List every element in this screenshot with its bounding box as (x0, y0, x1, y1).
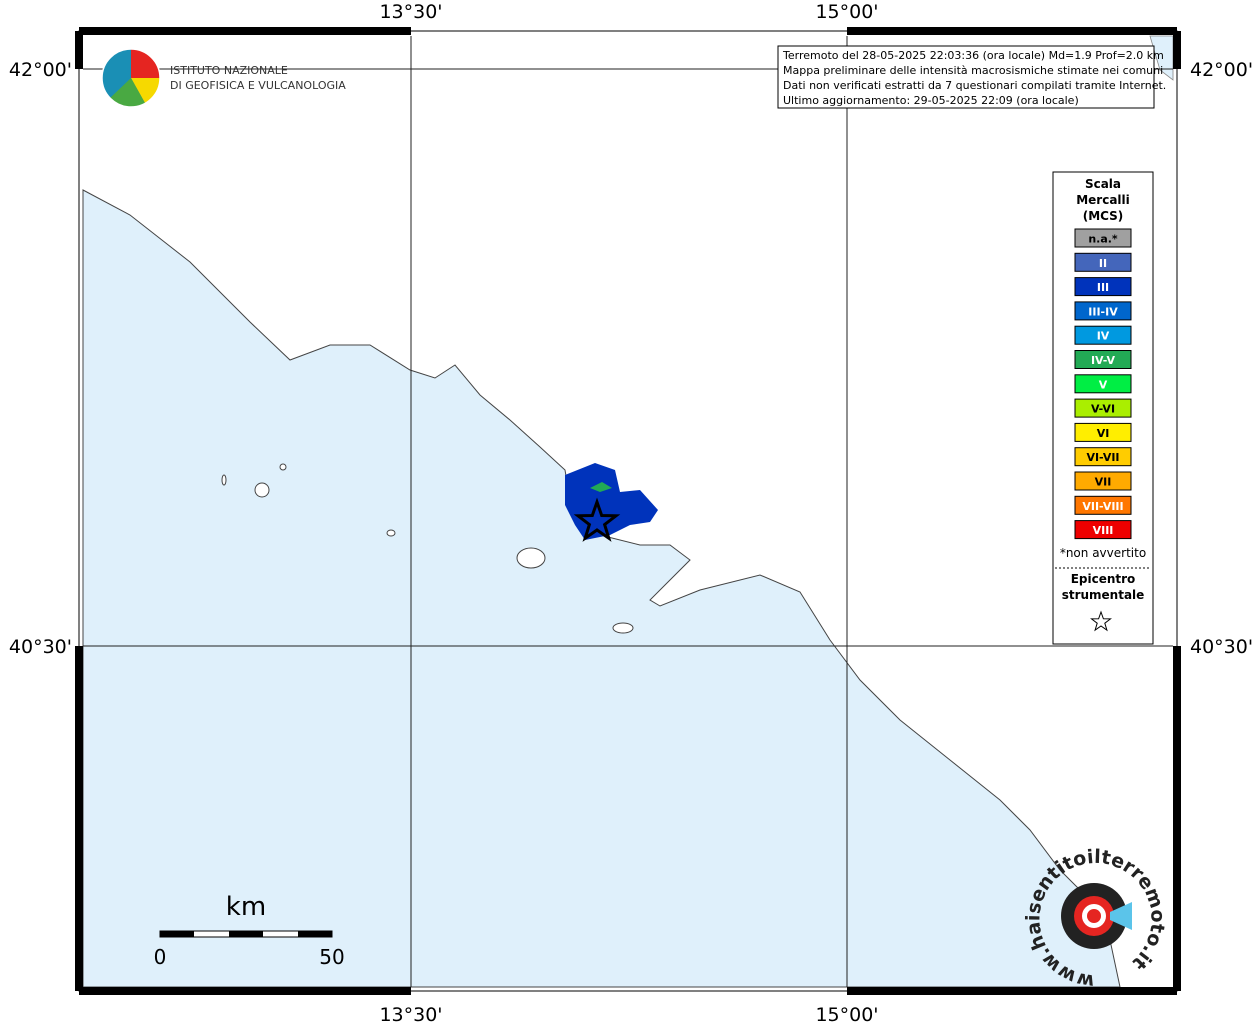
legend-title: Mercalli (1076, 193, 1130, 207)
info-line: Terremoto del 28-05-2025 22:03:36 (ora l… (782, 49, 1164, 62)
legend-label: IV (1097, 330, 1110, 343)
legend: Scala Mercalli (MCS) *non avvertito Epic… (1052, 171, 1154, 645)
longitude-label: 13°30' (379, 1, 442, 23)
legend-epicenter-symbol (1090, 610, 1112, 632)
island (221, 474, 227, 486)
legend-swatch (1074, 325, 1132, 345)
legend-swatch (1074, 228, 1132, 248)
legend-swatch (1074, 398, 1132, 418)
scale-label: 50 (319, 945, 344, 969)
legend-swatch (1074, 301, 1132, 321)
scale-unit: km (226, 892, 266, 922)
legend-note: *non avvertito (1060, 546, 1146, 560)
legend-swatch (1074, 374, 1132, 394)
legend-swatch (1074, 471, 1132, 491)
latitude-label: 42°00' (1190, 59, 1253, 81)
island (279, 463, 287, 471)
scale-bar: km 0 50 (154, 892, 345, 969)
intensity-area (565, 463, 658, 540)
island (386, 529, 396, 537)
longitude-label: 15°00' (815, 1004, 878, 1024)
legend-swatch (1074, 422, 1132, 442)
legend-title: Scala (1085, 177, 1121, 191)
legend-epicenter: Epicentro (1071, 572, 1136, 586)
legend-label: VII-VIII (1082, 500, 1123, 513)
latitude-label: 42°00' (9, 59, 72, 81)
legend-label: VI (1097, 427, 1110, 440)
legend-title: (MCS) (1083, 209, 1124, 223)
epicenter (573, 497, 621, 542)
island (254, 482, 270, 498)
legend-swatch (1074, 495, 1132, 515)
info-line: Ultimo aggiornamento: 29-05-2025 22:09 (… (783, 94, 1079, 107)
legend-label: III (1097, 281, 1109, 294)
frame (78, 30, 1178, 992)
longitude-label: 13°30' (379, 1004, 442, 1024)
logo-text: ISTITUTO NAZIONALE (170, 64, 288, 77)
sea (82, 189, 1121, 988)
longitude-label: 15°00' (815, 1, 878, 23)
legend-label: V (1099, 378, 1108, 391)
island (612, 622, 634, 634)
logo: ISTITUTO NAZIONALE DI GEOFISICA E VULCAN… (101, 48, 346, 108)
legend-swatch (1074, 350, 1132, 369)
info-box (777, 45, 1155, 109)
legend-label: V-VI (1091, 403, 1115, 416)
logo-text: DI GEOFISICA E VULCANOLOGIA (170, 79, 346, 92)
legend-swatch (1074, 277, 1132, 297)
legend-swatch (1074, 447, 1132, 467)
legend-label: IV-V (1091, 354, 1116, 367)
scale-label: 0 (154, 945, 167, 969)
legend-label: III-IV (1088, 305, 1118, 318)
legend-swatch (1074, 252, 1132, 272)
info-line: Dati non verificati estratti da 7 questi… (783, 79, 1166, 92)
info-line: Mappa preliminare delle intensità macros… (783, 64, 1163, 77)
latitude-label: 40°30' (9, 636, 72, 658)
legend-label: n.a.* (1088, 233, 1118, 246)
latitude-label: 40°30' (1190, 636, 1253, 658)
legend-epicenter: strumentale (1062, 588, 1145, 602)
legend-label: VII (1095, 476, 1112, 489)
legend-label: II (1099, 257, 1107, 270)
legend-swatch (1074, 520, 1132, 540)
island (516, 547, 546, 569)
frame-ticks (75, 27, 1181, 995)
legend-label: VI-VII (1086, 451, 1119, 464)
intensity-area (590, 482, 612, 492)
legend-label: VIII (1093, 524, 1114, 537)
